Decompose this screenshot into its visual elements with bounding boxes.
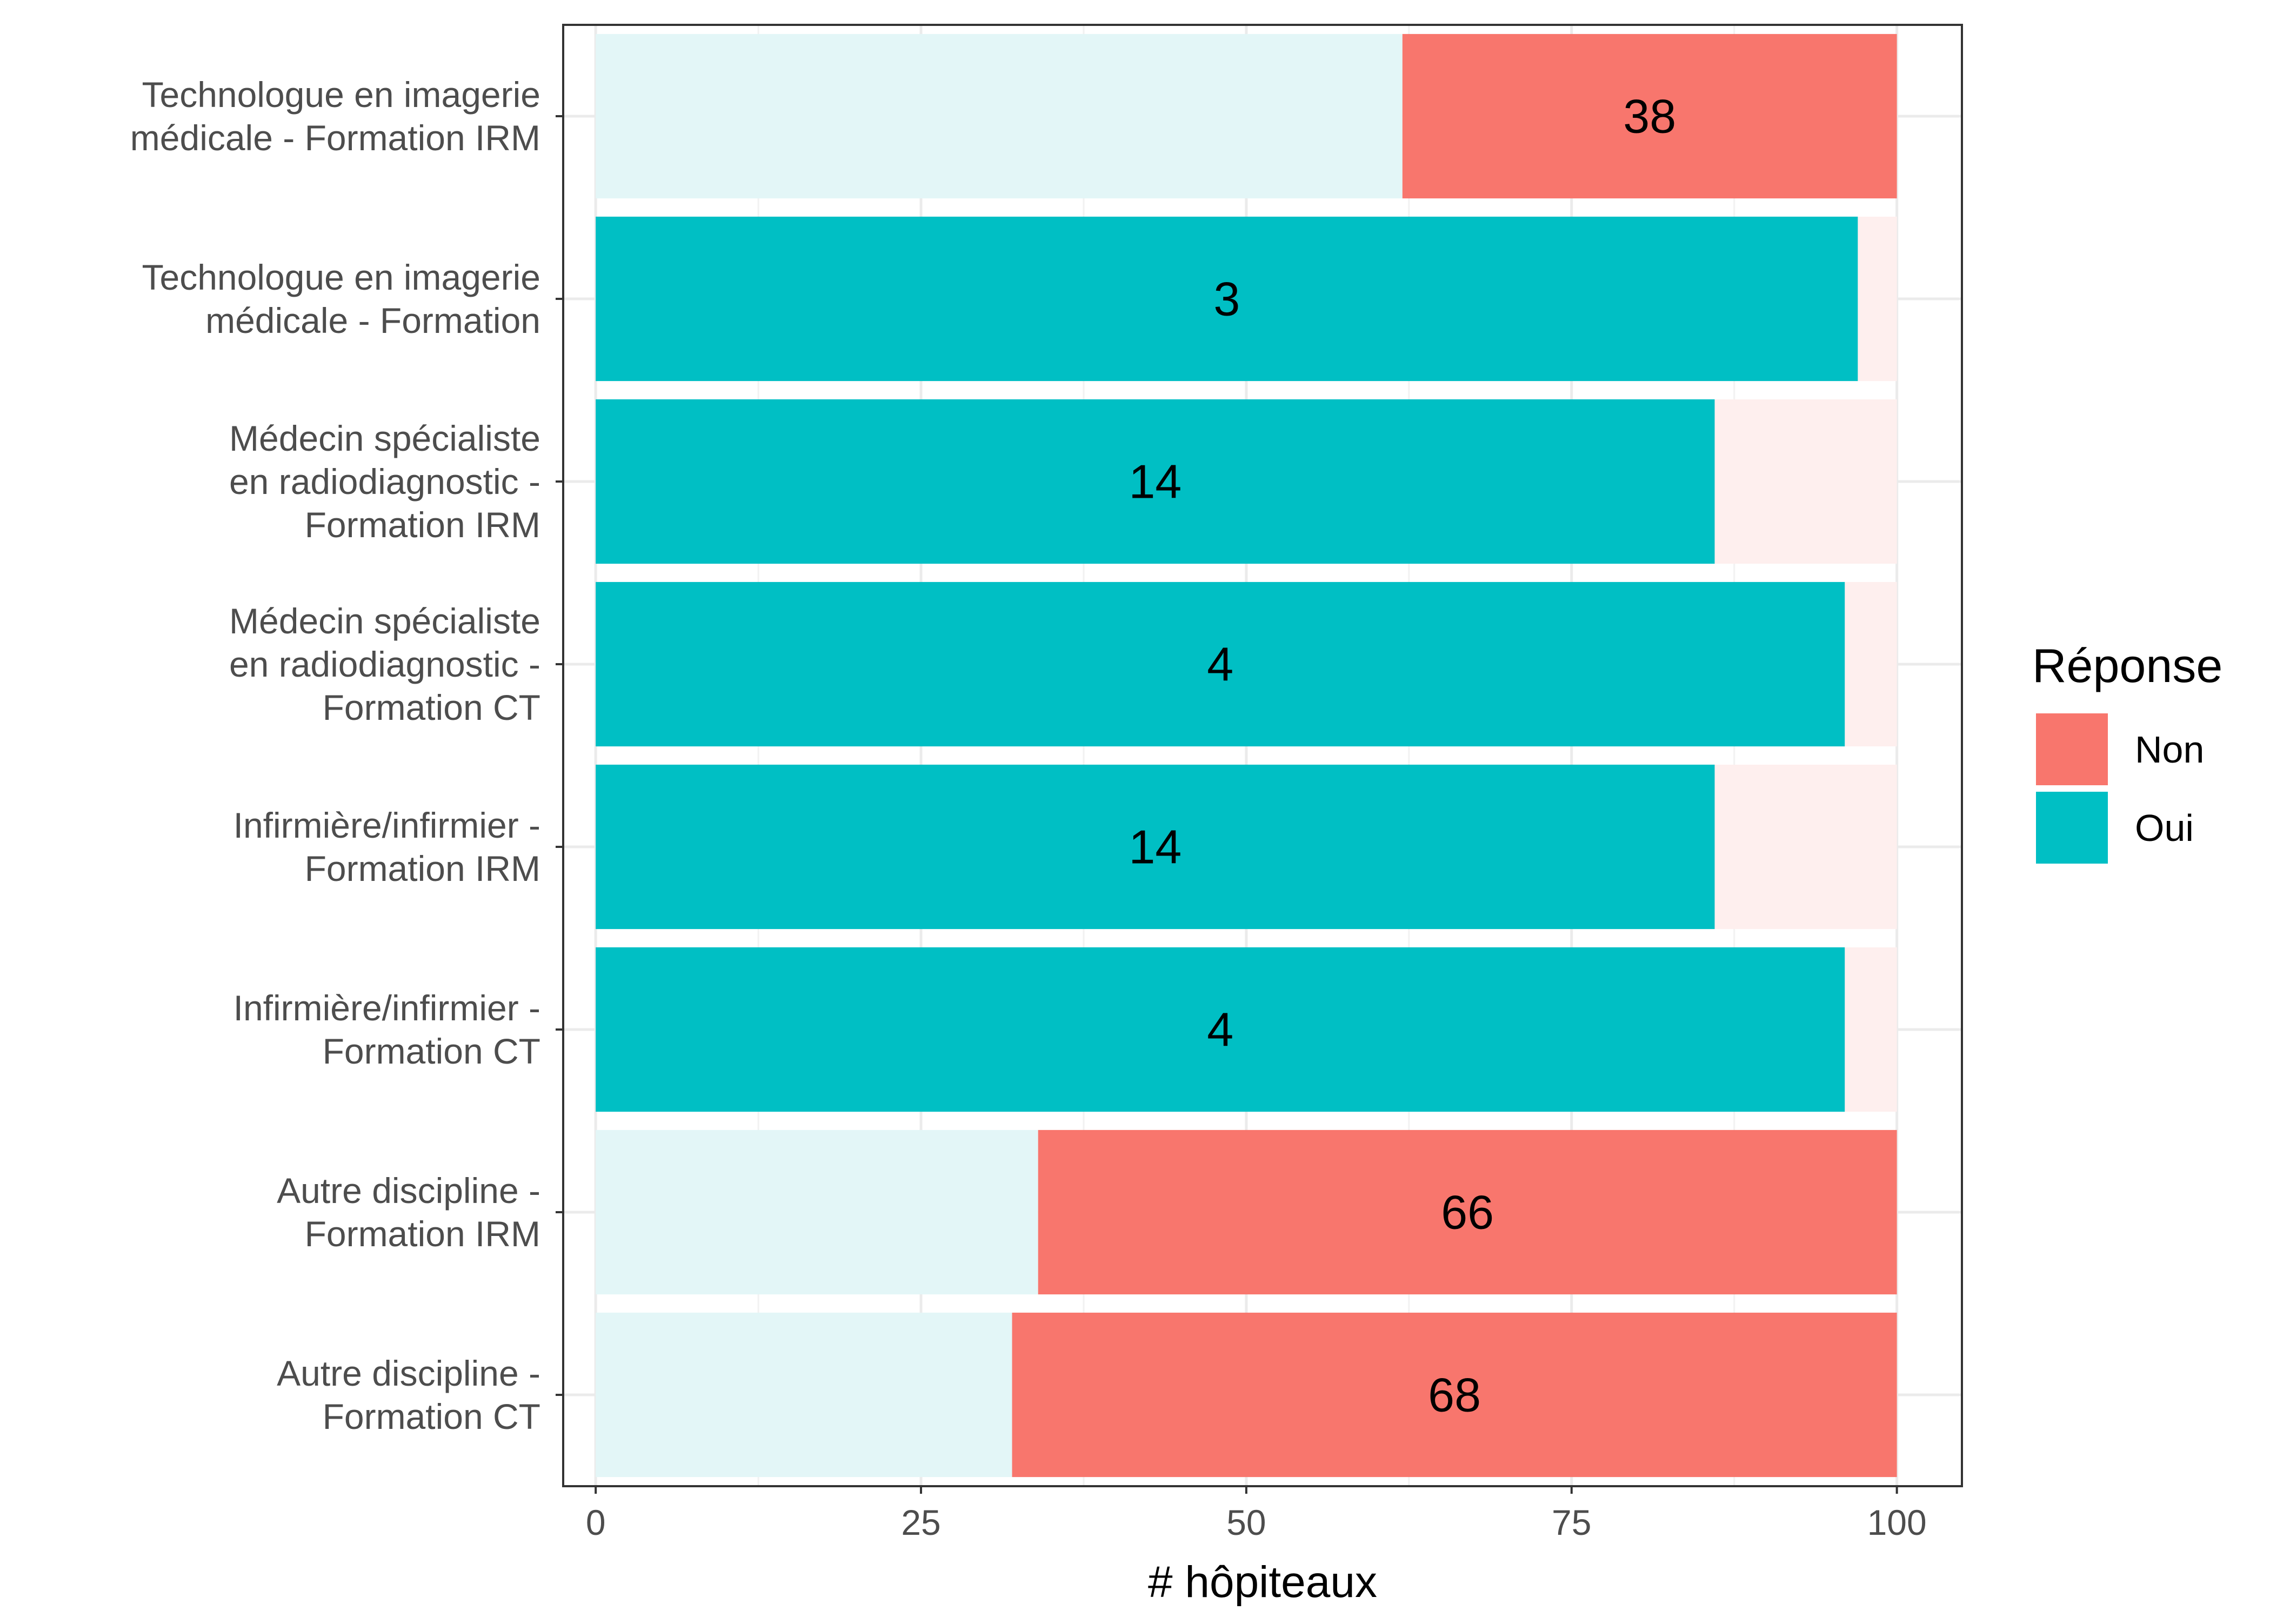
value-labels-layer: 38 3 14 4 14 4 66 68 [1129, 90, 1676, 1422]
legend-label-oui: Oui [2135, 807, 2194, 849]
y-tick-label: Médecin spécialiste en radiodiagnostic -F… [229, 601, 540, 727]
y-tick-label: Infirmière/infirmier -Formation CT [233, 988, 540, 1071]
bar-oui-4 [596, 582, 1845, 747]
x-tick-label: 75 [1552, 1502, 1591, 1542]
x-tick-label: 100 [1867, 1502, 1927, 1542]
bar-value-label: 14 [1129, 455, 1181, 509]
bars-layer [596, 34, 1897, 1478]
y-tick-label: Autre discipline -Formation CT [277, 1353, 540, 1436]
legend: Réponse Non Oui [2032, 639, 2222, 864]
bar-oui-6 [596, 947, 1845, 1112]
y-tick-label-line: Autre discipline - [277, 1171, 540, 1211]
y-tick-label: Médecin spécialiste en radiodiagnostic -F… [229, 418, 540, 545]
legend-swatch-oui [2036, 792, 2108, 864]
bar-value-label: 68 [1428, 1368, 1481, 1422]
y-tick-label: Infirmière/infirmier -Formation IRM [233, 805, 540, 888]
y-tick-label-line: médicale - Formation IRM [130, 118, 540, 158]
y-tick-label-line: médicale - Formation [205, 300, 540, 340]
y-tick-label-line: Formation CT [323, 1396, 540, 1436]
bar-non-5 [1714, 764, 1897, 930]
y-tick-label-line: Technologue en imagerie [142, 257, 540, 297]
x-tick-label: 0 [586, 1502, 606, 1542]
bar-oui-7 [596, 1130, 1038, 1295]
bar-oui-3 [596, 399, 1715, 564]
y-tick-label-line: en radiodiagnostic - [229, 462, 540, 502]
bar-non-7 [1038, 1130, 1897, 1295]
y-tick-label-line: Technologue en imagerie [142, 75, 540, 115]
bar-non-2 [1858, 216, 1897, 382]
y-tick-label-line: Formation CT [323, 687, 540, 727]
bar-oui-8 [596, 1312, 1012, 1478]
y-tick-label-line: Autre discipline - [277, 1353, 540, 1393]
bar-value-label: 14 [1129, 820, 1181, 874]
bar-value-label: 3 [1213, 272, 1240, 326]
bar-value-label: 66 [1441, 1186, 1494, 1239]
y-tick-label: Technologue en imagerie médicale - Format… [130, 75, 540, 158]
x-tick-label: 50 [1226, 1502, 1266, 1542]
y-tick-label-line: Médecin spécialiste [229, 418, 540, 458]
legend-swatch-non [2036, 713, 2108, 785]
x-axis-title: # hôpiteaux [1148, 1558, 1377, 1607]
y-tick-label-line: Formation IRM [305, 1214, 540, 1254]
bar-non-4 [1845, 582, 1897, 747]
bar-value-label: 38 [1623, 90, 1676, 143]
x-tick-label: 25 [901, 1502, 940, 1542]
bar-value-label: 4 [1207, 1003, 1233, 1057]
y-tick-label-line: Formation CT [323, 1031, 540, 1071]
y-tick-label: Technologue en imagerie médicale - Format… [142, 257, 540, 340]
bar-non-8 [1012, 1312, 1897, 1478]
legend-title: Réponse [2032, 639, 2222, 692]
y-tick-label: Autre discipline -Formation IRM [277, 1171, 540, 1254]
bar-oui-2 [596, 216, 1858, 382]
legend-label-non: Non [2135, 729, 2204, 771]
y-tick-label-line: Médecin spécialiste [229, 601, 540, 641]
y-tick-label-line: Formation IRM [305, 848, 540, 888]
y-tick-label-line: Formation IRM [305, 505, 540, 545]
panel-border [562, 24, 1963, 1487]
bar-non-1 [1402, 34, 1897, 199]
bar-value-label: 4 [1207, 638, 1233, 691]
y-tick-label-line: Infirmière/infirmier - [233, 805, 540, 845]
bar-oui-1 [596, 34, 1403, 199]
bar-oui-5 [596, 764, 1715, 930]
axes-layer: Technologue en imagerie médicale - Format… [130, 75, 1927, 1542]
bar-non-3 [1714, 399, 1897, 564]
y-tick-label-line: Infirmière/infirmier - [233, 988, 540, 1028]
bar-non-6 [1845, 947, 1897, 1112]
y-tick-label-line: en radiodiagnostic - [229, 644, 540, 684]
